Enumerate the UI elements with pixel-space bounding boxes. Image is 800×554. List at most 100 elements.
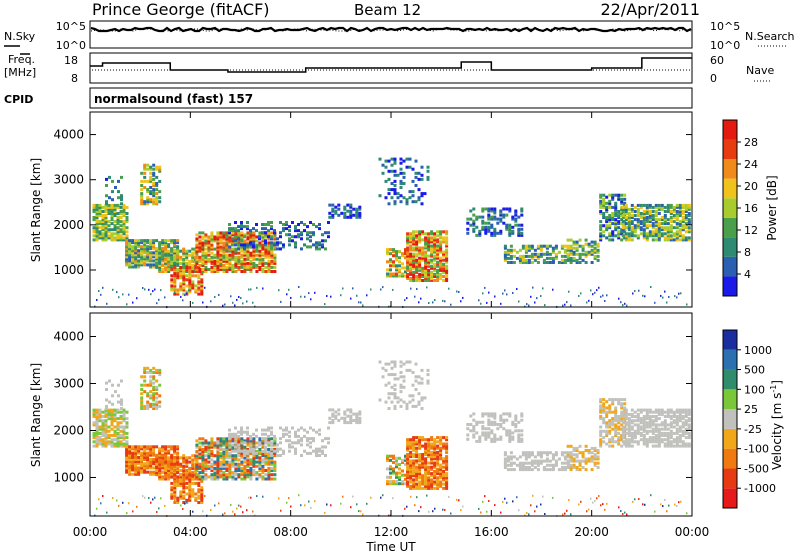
velocity-cell xyxy=(639,425,643,429)
velocity-cell xyxy=(164,456,168,460)
velocity-cell xyxy=(234,443,238,447)
velocity-cell xyxy=(395,463,398,467)
power-cell xyxy=(261,259,265,263)
power-cell xyxy=(424,277,428,280)
velocity-cell xyxy=(517,435,521,439)
velocity-cell xyxy=(439,467,443,471)
power-cell xyxy=(666,222,670,226)
power-cell xyxy=(234,249,238,253)
power-cell xyxy=(624,302,626,305)
power-cell xyxy=(398,260,401,264)
velocity-cell xyxy=(164,471,168,475)
velocity-cell xyxy=(484,437,488,441)
velocity-cell xyxy=(509,463,513,467)
power-colorbar-block xyxy=(723,159,737,179)
velocity-cell xyxy=(107,434,111,437)
power-cell xyxy=(207,249,211,253)
power-cell xyxy=(216,255,220,259)
velocity-cell xyxy=(158,451,162,455)
power-cell xyxy=(681,212,685,215)
power-cell xyxy=(252,251,256,255)
power-cell xyxy=(201,270,205,273)
velocity-cell xyxy=(442,461,446,465)
power-cell xyxy=(144,288,146,291)
velocity-cell xyxy=(593,449,597,452)
power-cell xyxy=(161,251,165,255)
velocity-cell xyxy=(237,458,241,462)
power-cell xyxy=(101,220,105,224)
power-cell xyxy=(663,228,667,232)
power-cell xyxy=(188,276,192,280)
velocity-cell xyxy=(499,416,503,420)
velocity-cell xyxy=(306,430,309,434)
velocity-cell xyxy=(620,438,624,442)
power-cell xyxy=(384,159,388,163)
power-cell xyxy=(110,205,114,209)
power-cell xyxy=(155,251,159,255)
velocity-cell xyxy=(481,414,485,418)
velocity-cell xyxy=(624,444,628,448)
power-cell xyxy=(442,230,446,234)
power-cell xyxy=(624,203,628,207)
power-cell xyxy=(270,245,273,249)
velocity-cell xyxy=(642,427,646,431)
power-cell xyxy=(427,244,431,248)
cpid-label: CPID xyxy=(4,93,33,106)
power-cell xyxy=(412,230,416,234)
power-cell xyxy=(389,258,392,262)
velocity-cell xyxy=(270,460,274,464)
power-cell xyxy=(430,238,434,242)
velocity-cell xyxy=(575,449,579,452)
velocity-cell xyxy=(654,408,658,412)
power-cell xyxy=(404,248,407,252)
power-cell xyxy=(687,228,691,232)
power-cell xyxy=(92,228,96,232)
power-cell xyxy=(411,190,415,194)
velocity-cell xyxy=(210,443,214,447)
velocity-cell xyxy=(191,488,195,492)
power-cell xyxy=(173,253,177,257)
power-cell xyxy=(511,217,515,221)
power-cell xyxy=(158,190,162,194)
power-cell xyxy=(433,272,437,276)
velocity-cell xyxy=(548,463,552,467)
velocity-cell xyxy=(624,417,628,421)
velocity-cell xyxy=(487,435,491,439)
velocity-cell xyxy=(620,415,624,418)
power-cell xyxy=(143,200,147,204)
velocity-cell xyxy=(624,415,628,418)
velocity-cell xyxy=(255,434,258,438)
power-cell xyxy=(456,290,458,293)
power-cell xyxy=(98,212,102,215)
velocity-cell xyxy=(493,420,497,424)
power-cell xyxy=(170,257,174,261)
velocity-cell xyxy=(424,465,428,469)
power-cell xyxy=(399,161,403,165)
velocity-cell xyxy=(104,419,108,423)
power-cell xyxy=(285,223,288,226)
velocity-cell xyxy=(349,410,353,414)
power-cell xyxy=(445,250,449,254)
velocity-cell xyxy=(401,480,404,484)
power-cell xyxy=(158,243,162,247)
power-cell xyxy=(666,226,670,230)
velocity-cell xyxy=(660,431,664,435)
velocity-cell xyxy=(228,454,232,458)
power-cell xyxy=(170,239,174,243)
power-cell xyxy=(508,225,512,229)
velocity-cell xyxy=(384,368,388,372)
velocity-cell xyxy=(261,428,264,432)
velocity-cell xyxy=(436,467,440,471)
power-cell xyxy=(285,227,288,231)
power-cell xyxy=(427,262,431,266)
power-cell xyxy=(599,210,603,213)
power-cell xyxy=(533,252,537,256)
velocity-cell xyxy=(179,481,183,485)
velocity-cell xyxy=(246,471,250,475)
velocity-cell xyxy=(113,429,117,433)
power-cell xyxy=(231,229,234,233)
velocity-cell xyxy=(412,478,416,482)
power-cell xyxy=(408,157,412,161)
velocity-cell xyxy=(179,475,183,479)
power-cell xyxy=(539,248,543,252)
